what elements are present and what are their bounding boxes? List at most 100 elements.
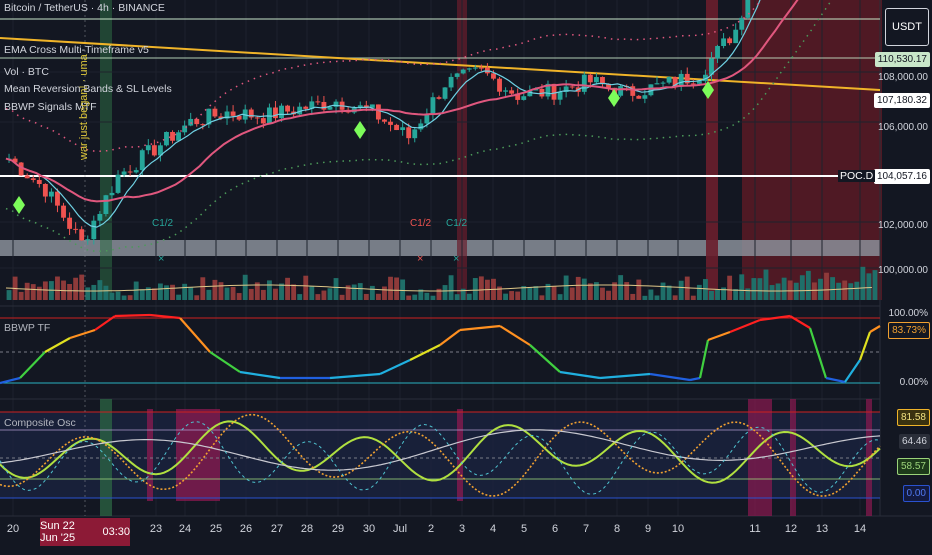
candle-body [55, 191, 60, 206]
candle-body [170, 131, 175, 141]
bbwp-segment [808, 327, 828, 379]
volume-bar [103, 285, 109, 300]
candle-body [533, 88, 539, 91]
volume-bar [612, 282, 618, 300]
volume-bar [696, 284, 702, 300]
volume-bar [260, 289, 266, 300]
volume-bar [55, 276, 60, 300]
volume-bar [690, 295, 696, 300]
candle-body [182, 125, 188, 133]
candle-body [67, 217, 73, 229]
symbol-legend[interactable]: Bitcoin / TetherUS · 4h · BINANCE [4, 2, 165, 14]
osc-badge: 0.00 [902, 485, 930, 502]
bbwp-segment [599, 372, 651, 380]
osc-title[interactable]: Composite Osc [4, 417, 76, 429]
time-tick: 6 [551, 523, 559, 535]
volume-bar [472, 278, 478, 300]
price-tick: 100,000.00 [877, 265, 928, 276]
time-tick: 24 [178, 523, 192, 535]
volume-bar [297, 294, 303, 300]
indicator-legend-vol[interactable]: Vol · BTC [4, 66, 49, 78]
volume-bar [739, 274, 745, 300]
volume-bar [448, 275, 454, 300]
volume-bar [309, 286, 315, 300]
volume-bar [121, 295, 127, 300]
bbwp-segment [698, 339, 710, 379]
volume-bar [24, 282, 30, 300]
time-tick: 30 [362, 523, 376, 535]
volume-bar [781, 277, 787, 300]
candle-body [715, 46, 720, 59]
candle-body [273, 107, 278, 119]
crosshair-date: Sun 22 Jun '25 [40, 520, 76, 544]
volume-bar [678, 280, 684, 300]
candle-body [12, 158, 18, 163]
price-tick: 108,000.00 [877, 72, 928, 83]
volume-bar [36, 286, 42, 300]
volume-bar [466, 293, 472, 300]
bbwp-segment [69, 328, 96, 340]
time-tick: 26 [239, 523, 253, 535]
lower-band-dots [5, 0, 833, 253]
time-tick: 27 [270, 523, 284, 535]
volume-bar [97, 280, 103, 300]
volume-bar [430, 295, 436, 300]
volume-bar [836, 282, 842, 300]
bbwp-segment [94, 315, 116, 331]
volume-bar [212, 279, 218, 300]
volume-bar [139, 289, 145, 300]
candle-body [527, 90, 533, 97]
volume-bar [363, 293, 369, 300]
volume-bar [133, 281, 139, 300]
candle-body [369, 104, 375, 108]
volume-bar [630, 293, 636, 300]
upper-band-dots [5, 0, 762, 153]
candle-body [745, 0, 751, 18]
volume-bar [18, 291, 24, 300]
signal-diamond [13, 196, 25, 214]
volume-bar [811, 282, 817, 300]
candle-body [503, 90, 509, 92]
volume-bar [618, 275, 624, 300]
volume-bar [218, 282, 224, 300]
volume-bar [188, 287, 194, 300]
bbwp-segment [649, 372, 691, 382]
volume-bar [273, 288, 278, 300]
candle-body [327, 106, 333, 110]
osc-badge: 64.46 [898, 434, 930, 449]
bbwp-title[interactable]: BBWP TF [4, 322, 51, 334]
signal-label: C1/2 [152, 218, 174, 229]
crosshair-time: 03:30 [102, 526, 130, 538]
candle-body [36, 179, 42, 184]
candle-body [727, 38, 733, 44]
volume-bar [6, 290, 12, 300]
volume-bar [42, 281, 48, 300]
volume-bar [109, 292, 115, 300]
bbwp-segment [759, 314, 791, 322]
volume-bar [539, 295, 545, 300]
crosshair-time-label: Sun 22 Jun '25 03:30 [40, 518, 130, 546]
bbwp-line [0, 313, 881, 385]
volume-bar [388, 276, 393, 300]
volume-bar [351, 284, 357, 300]
candle-body [630, 86, 636, 96]
candle-body [363, 105, 369, 108]
volume-bar [424, 292, 430, 300]
bbwp-segment [409, 344, 441, 361]
candle-body [164, 131, 169, 146]
osc-signal-dotted [0, 413, 881, 497]
bbwp-segment [869, 325, 881, 333]
indicator-legend-ema[interactable]: EMA Cross Multi-Timeframe v5 [4, 44, 149, 56]
bbwp-segment [329, 372, 381, 380]
currency-button[interactable]: USDT [885, 8, 929, 46]
bbwp-segment [844, 359, 861, 383]
candle-body [412, 129, 418, 139]
candle-body [357, 105, 363, 109]
indicator-legend-mrb[interactable]: Mean Reversion Bands & SL Levels [4, 83, 172, 95]
candle-body [606, 83, 611, 88]
candle-body [733, 29, 739, 44]
volume-bar [824, 272, 829, 300]
indicator-legend-bbwp[interactable]: BBWP Signals MTF [4, 101, 97, 113]
volume-bar [406, 295, 412, 300]
